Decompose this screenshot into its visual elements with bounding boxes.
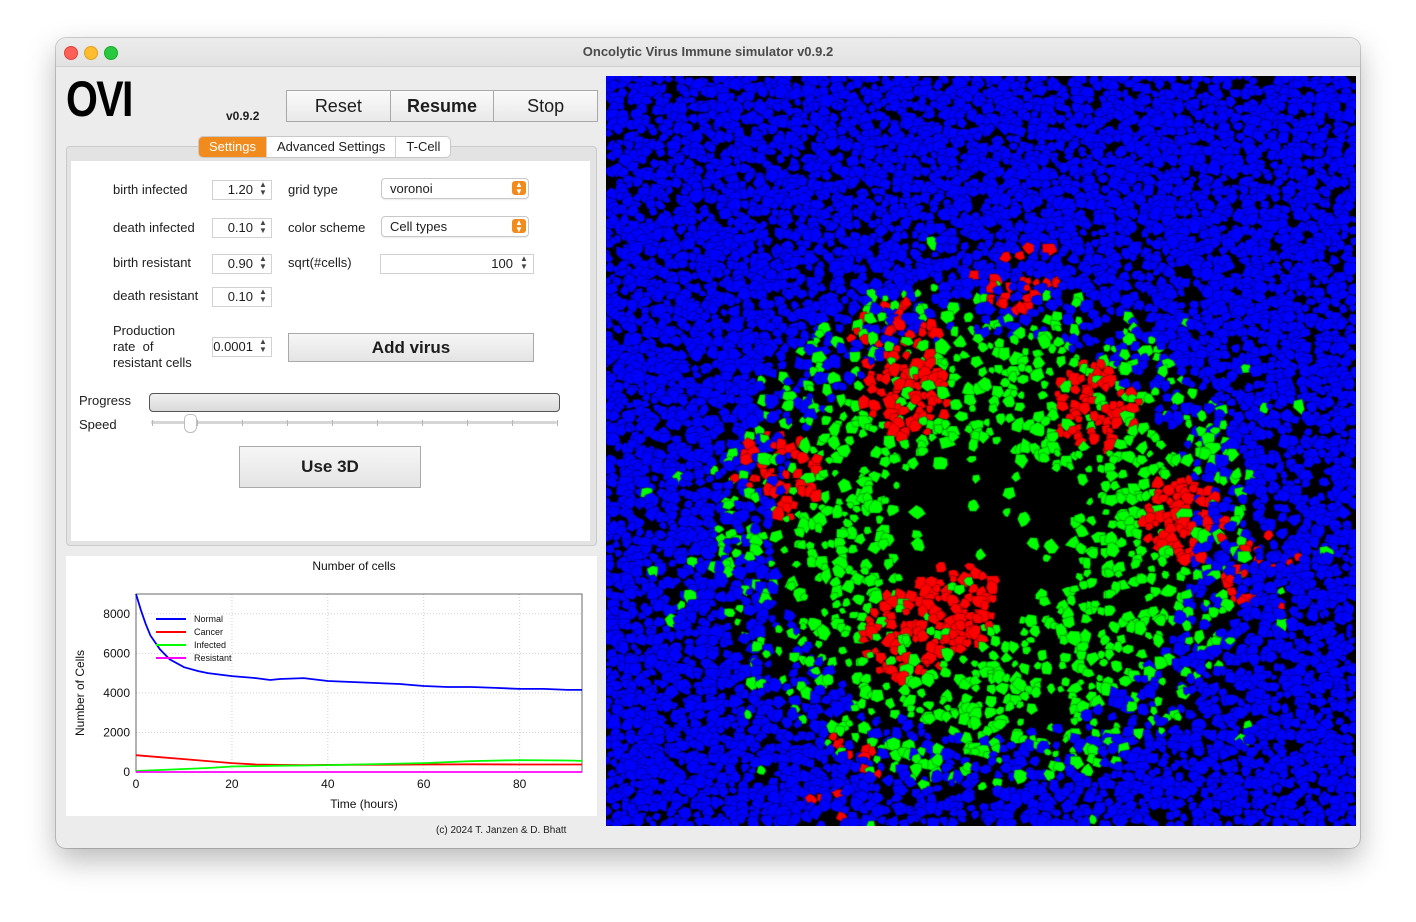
spinbox-arrows-icon[interactable]: ▲ ▼ [259,180,267,197]
cell-count-chart-svg: Number of cells 0 20 40 60 80 0 2000 4000 6000 800… [73,559,583,811]
spinbox-arrows-icon[interactable]: ▲ ▼ [259,287,267,304]
birth-resistant-spinbox[interactable]: 0.90 ▲ ▼ [212,254,272,274]
grid-type-value: voronoi [390,181,433,196]
sqrt-cells-label: sqrt(#cells) [288,255,352,270]
birth-resistant-label: birth resistant [113,255,192,270]
spinbox-arrows-icon[interactable]: ▲ ▼ [259,218,267,235]
app-logo: OVI [66,71,133,127]
birth-resistant-value: 0.90 [227,256,253,271]
sqrt-cells-value: 100 [491,256,513,271]
x-tick-label: 80 [513,777,527,791]
resume-button[interactable]: Resume [390,91,495,121]
stop-button[interactable]: Stop [494,91,598,121]
chart-title: Number of cells [312,559,395,573]
y-axis-label: Number of Cells [73,650,87,736]
y-tick-label: 2000 [103,725,130,739]
app-window: Oncolytic Virus Immune simulator v0.9.2 … [56,38,1360,848]
tab-advanced-settings[interactable]: Advanced Settings [267,137,397,157]
spinbox-arrows-icon[interactable]: ▲ ▼ [259,254,267,271]
grid-type-label: grid type [288,182,338,197]
speed-label: Speed [79,417,117,432]
slider-tick [152,420,153,426]
production-rate-label-line: resistant cells [113,355,192,370]
color-scheme-label: color scheme [288,220,366,235]
slider-tick [242,420,243,426]
add-virus-button[interactable]: Add virus [288,333,534,362]
tab-settings[interactable]: Settings [199,137,267,157]
color-scheme-value: Cell types [390,219,448,234]
legend-label-normal: Normal [194,614,223,624]
x-tick-label: 40 [321,777,335,791]
birth-infected-value: 1.20 [227,182,253,197]
x-tick-label: 20 [225,777,239,791]
slider-tick [422,420,423,426]
death-resistant-label: death resistant [113,288,199,303]
production-rate-spinbox[interactable]: 0.0001 ▲ ▼ [212,337,272,357]
x-tick-label: 0 [133,777,140,791]
tab-t-cell[interactable]: T-Cell [406,139,441,154]
production-rate-label-line: Production [113,323,176,338]
title-bar: Oncolytic Virus Immune simulator v0.9.2 [56,38,1360,67]
series-line-infected [135,759,583,772]
reset-button[interactable]: Reset [287,91,391,121]
simulation-view[interactable] [606,76,1356,826]
y-tick-label: 0 [123,765,130,779]
death-infected-spinbox[interactable]: 0.10 ▲ ▼ [212,218,272,238]
maximize-window-button[interactable] [104,46,118,60]
death-resistant-spinbox[interactable]: 0.10 ▲ ▼ [212,287,272,307]
dropdown-arrows-icon: ▲ ▼ [512,181,526,196]
control-button-group: Reset Resume Stop [286,90,598,122]
death-infected-label: death infected [113,220,195,235]
slider-tick [512,420,513,426]
copyright-label: (c) 2024 T. Janzen & D. Bhatt [436,825,567,836]
x-axis-label: Time (hours) [330,797,398,811]
simulation-canvas[interactable] [606,76,1356,826]
window-title: Oncolytic Virus Immune simulator v0.9.2 [582,44,834,59]
death-resistant-value: 0.10 [227,289,253,304]
speed-slider-track[interactable] [151,421,557,424]
grid-type-select[interactable]: voronoi ▲ ▼ [381,178,529,199]
x-tick-label: 60 [417,777,431,791]
series-line-normal [135,593,582,691]
version-label: v0.9.2 [226,109,260,123]
use-3d-button[interactable]: Use 3D [239,446,421,488]
minimize-window-button[interactable] [84,46,98,60]
slider-tick [197,420,198,426]
legend-label-resistant: Resistant [194,653,232,663]
progress-label: Progress [79,393,132,408]
close-window-button[interactable] [64,46,78,60]
production-rate-label-line: rate of [113,339,154,354]
y-tick-label: 8000 [103,607,130,621]
slider-tick [557,420,558,426]
death-infected-value: 0.10 [227,220,253,235]
birth-infected-spinbox[interactable]: 1.20 ▲ ▼ [212,180,272,200]
spinbox-arrows-icon[interactable]: ▲ ▼ [259,337,267,354]
production-rate-value: 0.0001 [213,339,253,354]
speed-slider-thumb[interactable] [184,414,197,433]
production-rate-label: Production rate of resistant cells [113,323,192,371]
settings-tabs: Settings Advanced Settings T-Cell [198,136,452,158]
spinbox-arrows-icon[interactable]: ▲ ▼ [520,254,528,271]
slider-tick [332,420,333,426]
color-scheme-select[interactable]: Cell types ▲ ▼ [381,216,529,237]
dropdown-arrows-icon: ▲ ▼ [512,219,526,234]
y-tick-label: 6000 [103,646,130,660]
legend-label-infected: Infected [194,640,226,650]
slider-tick [467,420,468,426]
y-tick-label: 4000 [103,686,130,700]
slider-tick [377,420,378,426]
birth-infected-label: birth infected [113,182,188,197]
progress-bar [149,393,560,412]
legend-label-cancer: Cancer [194,627,223,637]
sqrt-cells-spinbox[interactable]: 100 ▲ ▼ [380,254,534,274]
cell-count-chart: Number of cells 0 20 40 60 80 0 2000 4000 6000 800… [66,556,597,816]
slider-tick [287,420,288,426]
